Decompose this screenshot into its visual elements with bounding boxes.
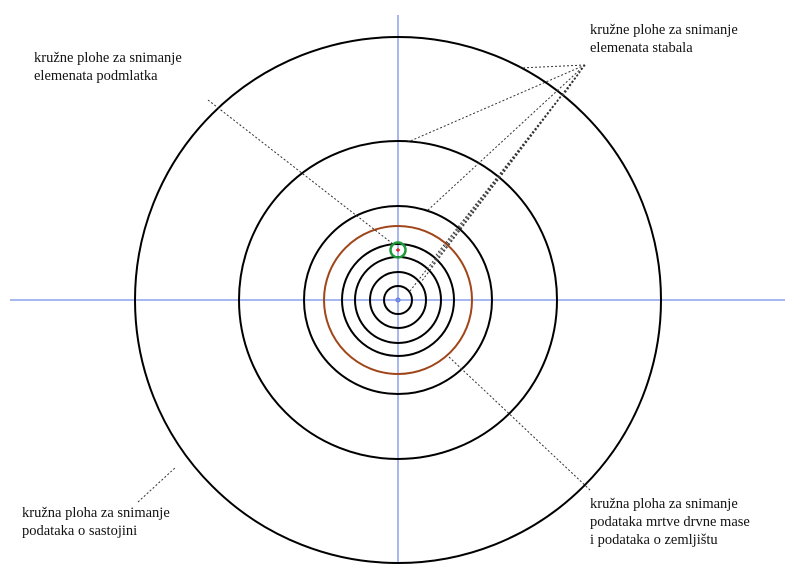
deadwood-plot-label-line3: i podataka o zemljištu xyxy=(590,532,718,548)
tree-plot-circle xyxy=(303,205,493,395)
deadwood-plot-label-line1: kružna ploha za snimanje xyxy=(590,496,738,512)
tree-plots-label-line1: kružne plohe za snimanje xyxy=(590,22,738,38)
center-point xyxy=(395,297,401,303)
deadwood-plot-circle xyxy=(323,225,473,375)
stand-plot-label: kružna ploha za snimanje podataka o sast… xyxy=(22,504,170,540)
leader-line xyxy=(409,64,586,292)
deadwood-plot-label-line2: podataka mrtve drvne mase xyxy=(590,514,750,530)
tree-plot-circle xyxy=(238,140,558,460)
leader-line xyxy=(407,64,586,143)
deadwood-leader-line xyxy=(448,356,591,491)
deadwood-plot-label: kružna ploha za snimanje podataka mrtve … xyxy=(590,495,750,549)
leader-line xyxy=(420,64,586,283)
leader-line xyxy=(426,64,586,212)
tree-plot-circle xyxy=(369,271,427,329)
stand-plot-label-line1: kružna ploha za snimanje xyxy=(22,505,170,521)
leader-line xyxy=(429,64,586,269)
tree-plot-circle xyxy=(341,243,455,357)
regeneration-plots-label-line2: elemenata podmlatka xyxy=(34,68,158,84)
stand-plot-circle xyxy=(134,36,662,564)
leader-line xyxy=(519,64,586,69)
regeneration-plots-label-line1: kružne plohe za snimanje xyxy=(34,50,182,66)
tree-plot-leaders xyxy=(407,64,586,292)
regeneration-leader-line xyxy=(207,99,394,245)
regeneration-plot-circle xyxy=(389,241,407,259)
tree-plot-circle xyxy=(383,285,413,315)
stand-plot-label-line2: podataka o sastojini xyxy=(22,523,138,539)
tree-plots-label: kružne plohe za snimanje elemenata staba… xyxy=(590,21,738,57)
regeneration-plots-label: kružne plohe za snimanje elemenata podml… xyxy=(34,49,182,85)
tree-plots-label-line2: elemenata stabala xyxy=(590,40,693,56)
stand-leader-line xyxy=(137,466,177,503)
